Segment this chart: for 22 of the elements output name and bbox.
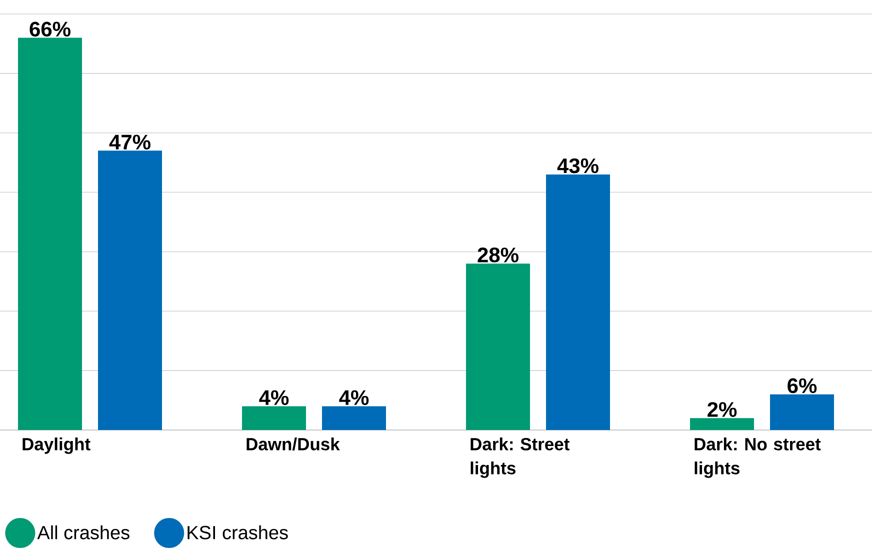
bar: [546, 174, 610, 430]
bar: [466, 264, 530, 430]
bar: [322, 406, 386, 430]
bar: [98, 150, 162, 430]
data-label: 66%: [30, 22, 70, 37]
legend-label: KSI crashes: [188, 525, 288, 540]
data-label: 2%: [708, 402, 737, 417]
data-label: 43%: [557, 158, 598, 174]
bar: [242, 406, 306, 430]
x-tick-label: Dark: Street lights: [470, 438, 570, 478]
data-label: 4%: [339, 390, 369, 406]
x-tick-label: Dark: No street lights: [694, 438, 821, 478]
bar: [690, 418, 754, 430]
bar: [18, 38, 82, 430]
data-label: 4%: [259, 390, 289, 406]
data-label: 28%: [478, 248, 518, 262]
bar: [770, 394, 834, 430]
data-label: 47%: [109, 134, 150, 150]
legend-label: All crashes: [37, 525, 130, 540]
x-tick-label: Dawn/Dusk: [246, 438, 340, 451]
x-tick-label: Daylight: [22, 438, 90, 454]
data-label: 6%: [788, 378, 817, 394]
